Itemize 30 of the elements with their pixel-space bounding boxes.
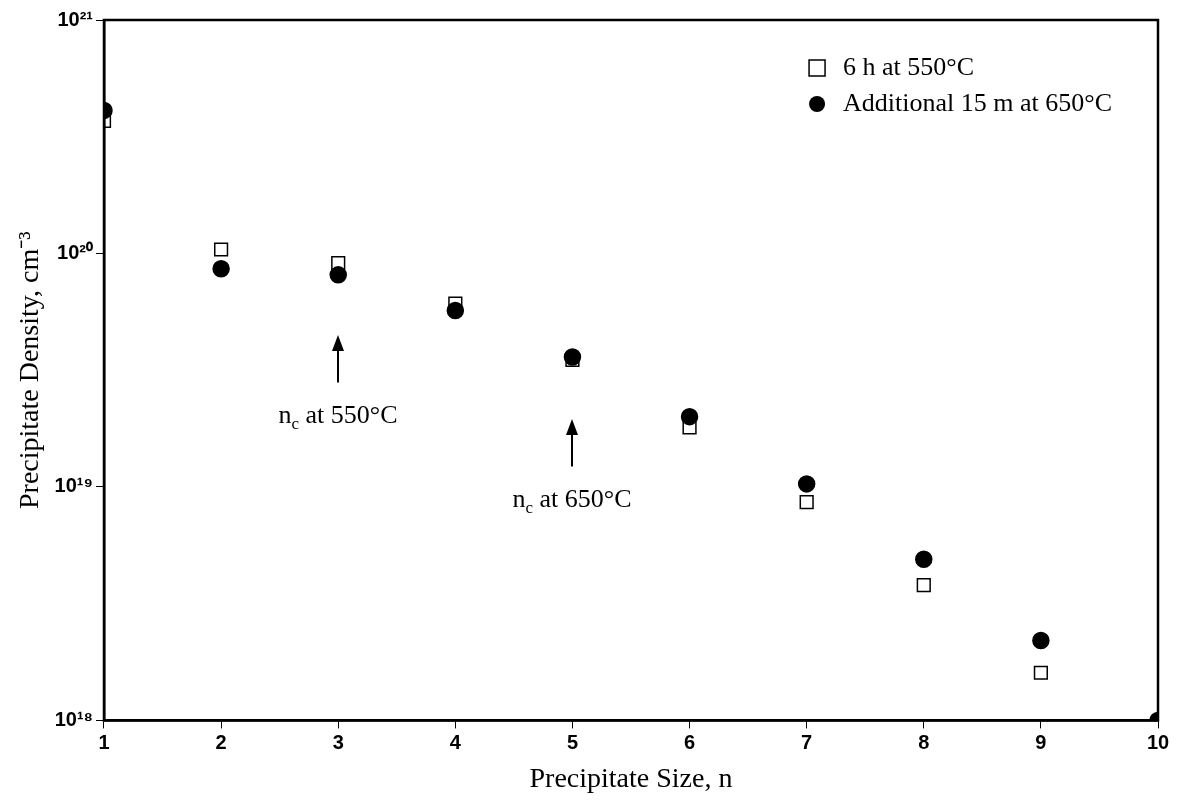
y-tick-label: 10¹⁹	[54, 474, 93, 497]
point	[682, 420, 697, 435]
point	[915, 550, 933, 569]
point	[331, 255, 346, 271]
x-tick-label: 9	[1035, 730, 1047, 753]
point	[799, 495, 814, 510]
x-tick-label: 6	[683, 730, 696, 753]
point	[214, 242, 229, 257]
point	[797, 475, 816, 493]
legend-label: Additional 15 m at 650°C	[843, 87, 1112, 117]
point	[1032, 631, 1050, 650]
y-tick-label: 10²⁰	[57, 240, 93, 263]
point	[565, 352, 580, 368]
x-axis-title: Precipitate Size, n	[529, 761, 733, 793]
point	[212, 260, 230, 278]
y-tick-label: 10²¹	[57, 7, 94, 30]
y-axis-title: Precipitate Density, cm⁻³	[13, 231, 45, 510]
point	[329, 266, 347, 284]
x-tick-label: 10	[1146, 730, 1170, 753]
x-tick-label: 5	[566, 730, 579, 753]
legend-label: 6 h at 550°C	[843, 51, 975, 81]
x-tick-label: 4	[449, 730, 462, 753]
x-tick-label: 2	[215, 730, 227, 753]
x-tick-label: 7	[801, 730, 813, 753]
point	[1033, 665, 1048, 680]
point	[916, 577, 931, 593]
x-tick-label: 1	[98, 730, 110, 753]
y-tick-label: 10¹⁸	[54, 707, 93, 730]
x-tick-label: 8	[918, 730, 930, 753]
x-tick-label: 3	[332, 730, 344, 753]
